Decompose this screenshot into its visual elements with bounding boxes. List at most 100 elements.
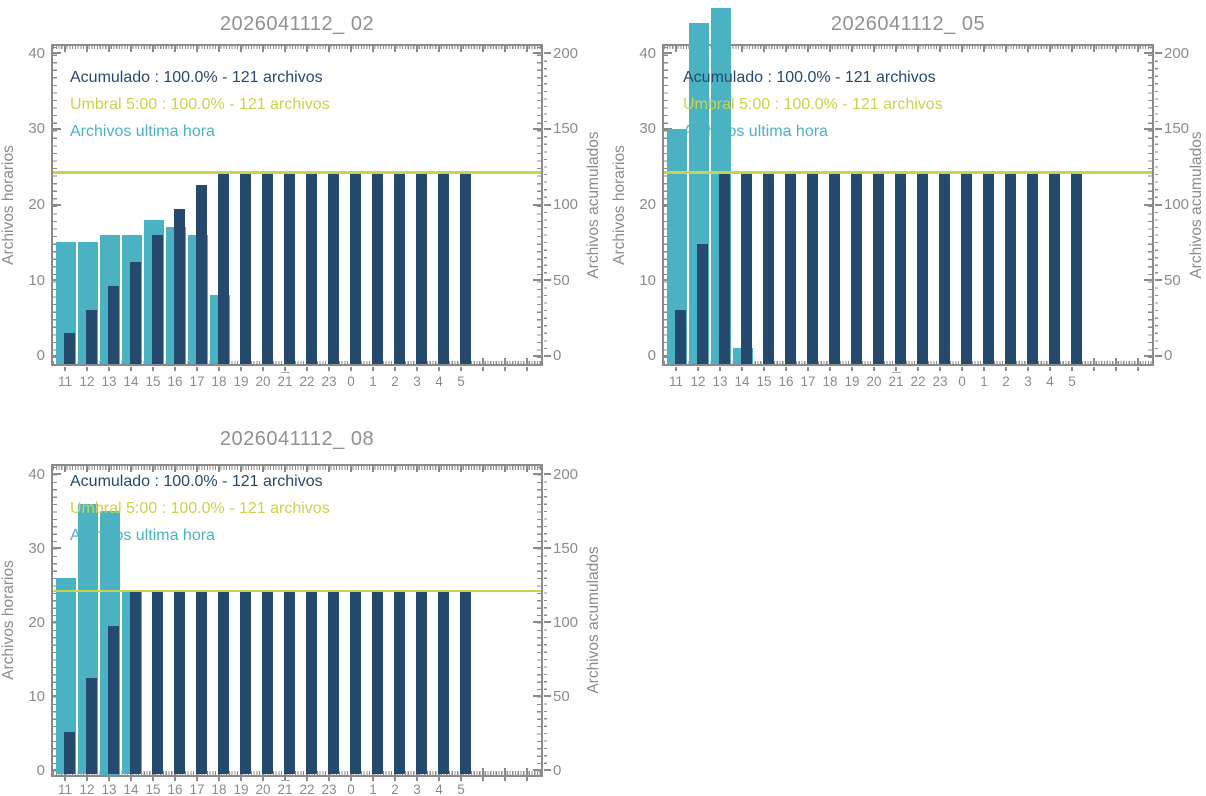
accumulated-bar	[873, 172, 884, 364]
y-major-tick-left	[53, 547, 61, 549]
x-major-tick-bottom	[1005, 357, 1007, 364]
x-axis-tick-label: 17	[189, 373, 205, 389]
x-major-tick-bottom	[284, 768, 286, 775]
x-major-tick-stub	[152, 366, 154, 371]
x-axis-tick-label: 11	[668, 373, 683, 389]
y-axis-right-title: Archivos acumulados	[1188, 131, 1205, 279]
x-major-tick-stub	[152, 777, 154, 781]
accumulated-bar	[196, 590, 207, 775]
x-major-tick-stub	[174, 777, 176, 781]
y-axis-left-tick-label: 20	[28, 613, 45, 631]
x-major-tick-bottom	[394, 768, 396, 775]
y-axis-right-title: Archivos acumulados	[585, 546, 602, 694]
y-major-tick-right-inner	[1144, 127, 1152, 130]
x-major-tick-stub	[526, 366, 528, 371]
accumulated-bar	[983, 172, 994, 364]
x-major-tick-top	[108, 466, 110, 472]
x-axis-tick-label: 18	[211, 781, 227, 796]
x-axis-tick-label: 16	[167, 781, 183, 796]
x-major-tick-bottom	[1137, 357, 1139, 364]
x-major-tick-stub	[262, 777, 264, 781]
x-axis-tick-label: 1	[369, 373, 377, 389]
x-major-tick-bottom	[873, 357, 875, 364]
x-major-tick-stub	[416, 777, 418, 781]
x-major-tick-stub	[130, 366, 132, 371]
y-major-tick-right-inner	[1144, 52, 1152, 55]
x-major-tick-bottom	[218, 357, 220, 364]
x-major-tick-bottom	[306, 768, 308, 775]
y-axis-left-title: Archivos horarios	[0, 560, 17, 681]
accumulated-bar	[807, 172, 818, 364]
accumulated-bar	[64, 731, 75, 775]
x-major-tick-bottom	[174, 768, 176, 775]
x-axis-tick-label: 18	[822, 373, 838, 389]
x-major-tick-stub	[196, 777, 198, 781]
x-major-tick-top	[152, 45, 154, 52]
threshold-line	[664, 171, 1152, 174]
x-major-tick-stub	[394, 366, 396, 371]
x-axis-tick-label: 5	[457, 373, 465, 389]
x-major-tick-top	[64, 45, 66, 52]
x-major-tick-bottom	[350, 768, 352, 775]
x-axis-tick-label: 4	[435, 373, 443, 389]
accumulated-bar	[240, 172, 251, 364]
chart-title: 2026041112_ 05	[830, 13, 986, 35]
x-major-tick-top	[983, 45, 985, 52]
x-major-tick-stub	[1115, 366, 1117, 371]
x-major-tick-stub	[372, 366, 374, 371]
y-major-tick-left	[664, 354, 672, 357]
x-major-tick-top	[961, 45, 963, 52]
x-major-tick-stub	[416, 366, 418, 371]
x-major-tick-stub	[482, 366, 484, 371]
y-major-tick-right-inner	[533, 354, 541, 357]
y-axis-right-tick-label: 0	[553, 761, 562, 779]
x-axis-tick-label: 23	[321, 781, 337, 796]
x-major-tick-top	[108, 45, 110, 52]
accumulated-bar	[328, 172, 339, 364]
x-major-tick-top	[829, 45, 831, 52]
x-major-tick-bottom	[372, 357, 374, 364]
y-minor-ticks-right-outer	[1154, 53, 1158, 356]
y-major-tick-left	[664, 52, 672, 55]
y-major-tick-right-inner	[533, 769, 541, 771]
accumulated-bar	[394, 172, 405, 364]
x-minor-ticks-top	[53, 466, 541, 470]
x-major-tick-bottom	[1027, 357, 1029, 364]
accumulated-bar	[284, 590, 295, 775]
x-major-tick-top	[482, 45, 484, 52]
y-axis-left-tick-label: 0	[36, 347, 45, 365]
x-major-tick-stub	[785, 366, 787, 371]
x-major-tick-bottom	[240, 357, 242, 364]
legend-line-3: Archivos ultima hora	[70, 527, 215, 544]
x-major-tick-stub	[240, 366, 242, 371]
accumulated-bar	[306, 172, 317, 364]
x-axis-tick-label: 19	[233, 781, 249, 796]
y-major-tick-left	[664, 203, 672, 206]
x-major-tick-top	[1005, 45, 1007, 52]
x-major-tick-top	[1071, 45, 1073, 52]
y-axis-left-tick-label: 40	[639, 44, 656, 62]
y-axis-right-tick-label: 150	[553, 120, 579, 138]
x-major-tick-bottom	[152, 357, 154, 364]
x-major-tick-stub	[763, 366, 765, 371]
y-major-tick-right-inner	[533, 203, 541, 206]
accumulated-bar	[218, 590, 229, 775]
x-major-tick-bottom	[460, 768, 462, 775]
x-major-tick-stub	[438, 777, 440, 781]
x-major-tick-top	[785, 45, 787, 52]
x-major-tick-stub	[284, 366, 286, 371]
y-axis-left-tick-label: 10	[28, 271, 45, 289]
x-major-tick-bottom	[416, 768, 418, 775]
y-major-tick-right-inner	[1144, 203, 1152, 206]
y-axis-right-tick-label: 200	[1164, 44, 1190, 62]
x-major-tick-top	[482, 466, 484, 472]
x-axis-tick-label: 15	[756, 373, 772, 389]
y-axis-left-tick-label: 10	[28, 687, 45, 705]
x-axis-tick-label: 2	[391, 373, 399, 389]
x-major-tick-top	[504, 45, 506, 52]
x-axis-tick-label: 13	[101, 373, 117, 389]
y-major-tick-right-inner	[533, 279, 541, 282]
x-major-tick-top	[807, 45, 809, 52]
y-axis-left-tick-label: 30	[28, 120, 45, 138]
